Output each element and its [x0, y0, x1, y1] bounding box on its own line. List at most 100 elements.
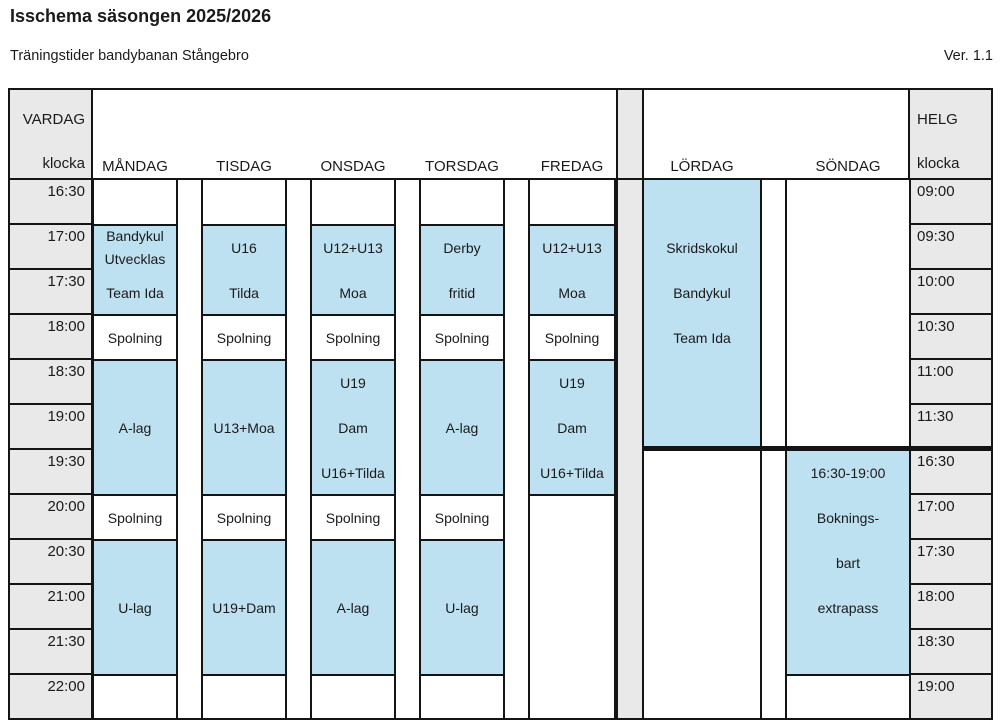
time-label: 18:30 [917, 633, 955, 650]
time-label: 22:00 [47, 678, 85, 695]
weekday-time-cell: 21:00 [10, 585, 93, 630]
header-day-label: TORSDAG [425, 158, 499, 175]
weekend-time-cell: 10:30 [908, 315, 991, 360]
activity-label: extrapass [817, 599, 879, 616]
block-border [203, 539, 285, 541]
activity-label: A-lag [336, 599, 370, 616]
block-border [530, 494, 614, 496]
activity-label: bart [835, 554, 861, 571]
activity-block [203, 225, 285, 315]
time-label: 11:00 [917, 363, 954, 380]
activity-block [203, 495, 285, 540]
activity-label: U12+U13 [542, 239, 602, 256]
weekend-time-cell: 09:30 [908, 225, 991, 270]
activity-label: U19 [340, 374, 366, 391]
thick-divider-line [643, 446, 993, 451]
weekday-time-cell: 17:30 [10, 270, 93, 315]
header-day-label: TISDAG [216, 158, 272, 175]
activity-block [530, 360, 614, 495]
activity-label: U16 [231, 239, 257, 256]
activity-label: Spolning [434, 329, 490, 346]
time-label: 10:30 [917, 318, 955, 335]
weekend-time-cell: 18:00 [908, 585, 991, 630]
activity-block [644, 180, 760, 450]
activity-label: Skridskokul [666, 239, 738, 256]
block-border [787, 674, 909, 676]
block-border [530, 314, 614, 316]
block-border [203, 314, 285, 316]
time-label: 20:30 [47, 543, 85, 560]
page-title: Isschema säsongen 2025/2026 [10, 6, 272, 26]
block-border [312, 224, 394, 226]
block-border [94, 539, 176, 541]
weekend-header-cell: HELG klocka [908, 90, 991, 178]
block-border [421, 224, 503, 226]
weekday-time-cell: 18:00 [10, 315, 93, 360]
activity-block [94, 495, 176, 540]
activity-block [530, 315, 614, 360]
clock-label: klocka [917, 155, 960, 172]
activity-label: U16+Tilda [321, 464, 385, 481]
block-border [94, 674, 176, 676]
activity-label: Spolning [325, 509, 381, 526]
weekday-time-cell: 20:30 [10, 540, 93, 585]
header-day-label: ONSDAG [320, 158, 386, 175]
activity-label: Team Ida [106, 284, 164, 301]
weekday-time-cell: 22:00 [10, 675, 93, 720]
activity-label: U19+Dam [212, 599, 276, 616]
activity-label: Spolning [544, 329, 600, 346]
time-label: 17:30 [47, 273, 85, 290]
weekend-time-cell: 10:00 [908, 270, 991, 315]
activity-label: Team Ida [673, 329, 731, 346]
weekend-time-cell: 17:00 [908, 495, 991, 540]
activity-label: U16+Tilda [540, 464, 604, 481]
block-border [94, 359, 176, 361]
block-border [312, 359, 394, 361]
header-day-label: SÖNDAG [815, 158, 881, 175]
activity-block [94, 225, 176, 315]
weekday-header-cell: VARDAG klocka [10, 90, 93, 178]
time-label: 09:30 [917, 228, 955, 245]
time-label: 19:30 [47, 453, 85, 470]
activity-label: 16:30-19:00 [810, 464, 886, 481]
activity-label: Spolning [325, 329, 381, 346]
time-label: 17:00 [47, 228, 85, 245]
block-border [530, 359, 614, 361]
activity-label: U12+U13 [323, 239, 383, 256]
weekend-time-cell: 16:30 [908, 450, 991, 495]
block-border [421, 539, 503, 541]
block-border [203, 359, 285, 361]
activity-label: fritid [448, 284, 476, 301]
block-border [421, 674, 503, 676]
activity-block [312, 315, 394, 360]
weekend-time-cell: 11:30 [908, 405, 991, 450]
activity-block [421, 225, 503, 315]
activity-label: Derby [443, 239, 481, 256]
time-label: 17:30 [917, 543, 955, 560]
clock-label: klocka [42, 155, 85, 172]
activity-block [421, 360, 503, 495]
activity-label: Spolning [434, 509, 490, 526]
day-column-thursday: Derby fritid Spolning A-lag Spolning U-lag [419, 180, 505, 720]
activity-block [312, 225, 394, 315]
block-border [203, 494, 285, 496]
activity-block [312, 495, 394, 540]
block-border [312, 539, 394, 541]
weekend-time-cell: 18:30 [908, 630, 991, 675]
weekday-time-cell: 16:30 [10, 180, 93, 225]
time-label: 09:00 [917, 183, 955, 200]
time-label: 16:30 [47, 183, 85, 200]
activity-block [421, 540, 503, 675]
time-label: 20:00 [47, 498, 85, 515]
block-border [421, 314, 503, 316]
time-label: 19:00 [917, 678, 955, 695]
activity-block [421, 315, 503, 360]
activity-label: Dam [338, 419, 368, 436]
separator-column [616, 90, 644, 718]
activity-block [94, 360, 176, 495]
day-column-wednesday: U12+U13 Moa Spolning U19 Dam U16+Tilda Spolnin… [310, 180, 396, 720]
header-day-label: MÅNDAG [102, 158, 168, 175]
weekday-time-cell: 18:30 [10, 360, 93, 405]
time-label: 18:30 [47, 363, 85, 380]
